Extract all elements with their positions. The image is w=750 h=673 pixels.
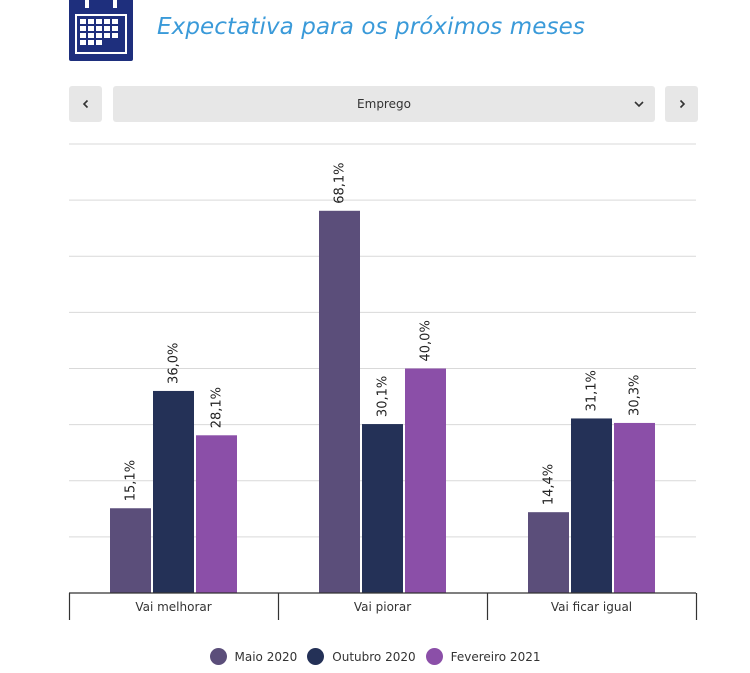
page-title: Expectativa para os próximos meses <box>157 14 585 40</box>
bar-value-label: 31,1% <box>585 370 600 411</box>
bar <box>319 210 360 593</box>
bar-value-label: 30,3% <box>628 375 643 416</box>
bar-chart: 15,1% 36,0% 28,1% Vai melhorar 68,1% 30,1% 40,… <box>68 143 698 620</box>
x-axis-category-label: Vai melhorar <box>135 600 211 614</box>
bar-value-label: 68,1% <box>333 162 348 203</box>
chart-legend: Maio 2020 Outubro 2020 Fevereiro 2021 <box>0 648 750 665</box>
bar <box>614 422 655 593</box>
bar-value-label: 36,0% <box>167 343 182 384</box>
indicator-select[interactable]: Emprego <box>113 86 655 122</box>
legend-item[interactable]: Outubro 2020 <box>307 648 416 665</box>
legend-label: Fevereiro 2021 <box>450 649 541 664</box>
x-axis-category-label: Vai piorar <box>354 600 411 614</box>
bar <box>405 368 446 593</box>
bar-value-label: 15,1% <box>124 460 139 501</box>
legend-item[interactable]: Fevereiro 2021 <box>425 648 541 665</box>
indicator-select-value: Emprego <box>357 97 411 111</box>
bar <box>362 424 403 593</box>
legend-swatch <box>425 648 443 665</box>
x-axis-category-label: Vai ficar igual <box>551 600 632 614</box>
bar-value-label: 14,4% <box>542 464 557 505</box>
legend-item[interactable]: Maio 2020 <box>209 648 298 665</box>
chevron-right-icon <box>679 99 685 109</box>
calendar-icon <box>69 0 133 61</box>
bar-value-label: 30,1% <box>376 376 391 417</box>
legend-swatch <box>209 648 227 665</box>
legend-label: Maio 2020 <box>234 649 298 664</box>
bar <box>528 512 569 593</box>
bar <box>571 418 612 593</box>
bar <box>196 435 237 593</box>
legend-label: Outubro 2020 <box>332 649 416 664</box>
bar <box>110 508 151 593</box>
chevron-down-icon <box>634 101 644 108</box>
bar <box>153 390 194 593</box>
legend-swatch <box>307 648 325 665</box>
chevron-left-icon <box>82 99 88 109</box>
bar-value-label: 28,1% <box>210 387 225 428</box>
next-button[interactable] <box>665 86 698 122</box>
bar-value-label: 40,0% <box>419 320 434 361</box>
previous-button[interactable] <box>69 86 102 122</box>
